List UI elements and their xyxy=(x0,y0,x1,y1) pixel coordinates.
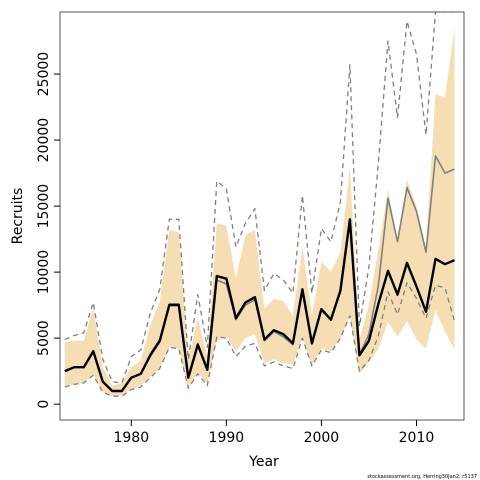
y-tick-label: 10000 xyxy=(36,250,52,295)
confidence-band xyxy=(64,27,455,397)
y-tick-label: 0 xyxy=(36,400,52,409)
x-tick-label: 2000 xyxy=(304,430,340,446)
y-tick-label: 25000 xyxy=(36,52,52,97)
y-axis: 0 5000 10000 15000 20000 25000 xyxy=(36,52,60,409)
source-caption: stockassessment.org, Herring30Jan2, r513… xyxy=(367,474,477,480)
series-line-layer xyxy=(64,12,456,397)
x-tick-label: 2010 xyxy=(399,430,435,446)
confidence-band-layer xyxy=(64,27,455,397)
estimate-line xyxy=(64,218,455,393)
plot-frame xyxy=(59,11,465,421)
alt-upper-ci-line xyxy=(64,12,455,384)
y-tick-label: 20000 xyxy=(36,118,52,163)
x-tick-label: 1990 xyxy=(209,430,245,446)
x-tick-label: 1980 xyxy=(113,430,149,446)
x-axis: 1980 1990 2000 2010 xyxy=(113,420,434,446)
y-tick-label: 15000 xyxy=(36,184,52,229)
x-axis-title: Year xyxy=(248,454,279,470)
y-axis-title: Recruits xyxy=(10,188,26,245)
alt-lower-ci-line xyxy=(64,282,456,397)
y-tick-label: 5000 xyxy=(36,320,52,356)
